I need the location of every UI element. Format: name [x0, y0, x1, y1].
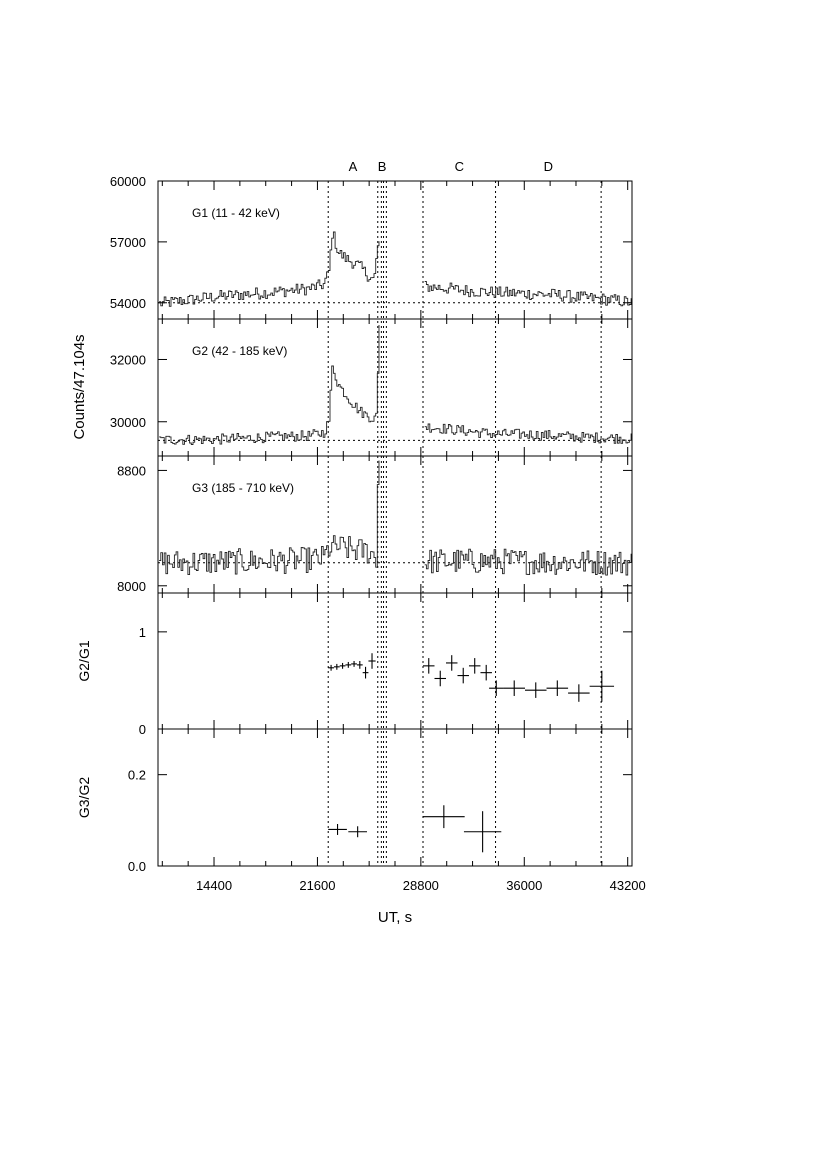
ratio-ylabel-g2-g1: G2/G1: [76, 640, 92, 681]
y-tick-label: 0.2: [128, 768, 146, 783]
panel-label-g3: G3 (185 - 710 keV): [192, 481, 294, 495]
panel-frame: [157, 728, 633, 867]
interval-label-d: D: [544, 159, 553, 174]
light-curve-g3: [424, 548, 632, 576]
y-tick-label: 54000: [110, 296, 146, 311]
light-curve-g1: [159, 231, 380, 307]
x-tick-label: 36000: [506, 878, 542, 893]
x-tick-label: 28800: [403, 878, 439, 893]
light-curve-g2: [159, 325, 380, 445]
light-curve-g1: [424, 281, 632, 307]
y-tick-label: 57000: [110, 235, 146, 250]
y-tick-label: 8000: [117, 579, 146, 594]
x-tick-label: 43200: [610, 878, 646, 893]
ratio-ylabel-g3-g2: G3/G2: [76, 777, 92, 818]
panel-label-g1: G1 (11 - 42 keV): [192, 206, 280, 220]
y-tick-label: 8800: [117, 463, 146, 478]
y-tick-label: 60000: [110, 174, 146, 189]
interval-label-c: C: [455, 159, 464, 174]
x-tick-label: 21600: [299, 878, 335, 893]
x-tick-label: 14400: [196, 878, 232, 893]
y-tick-label: 0: [139, 722, 146, 737]
y-axis-label: Counts/47.104s: [71, 334, 88, 439]
y-tick-label: 32000: [110, 352, 146, 367]
panel-frame: [157, 318, 633, 457]
panel-frame: [157, 592, 633, 730]
panel-frame: [157, 455, 633, 594]
y-tick-label: 0.0: [128, 859, 146, 874]
y-tick-label: 30000: [110, 415, 146, 430]
interval-label-b: B: [378, 159, 387, 174]
panel-label-g2: G2 (42 - 185 keV): [192, 344, 287, 358]
y-tick-label: 1: [139, 625, 146, 640]
x-axis-label: UT, s: [378, 909, 412, 926]
light-curve-g2: [424, 423, 632, 444]
light-curve-g3: [159, 460, 380, 576]
interval-label-a: A: [349, 159, 358, 174]
